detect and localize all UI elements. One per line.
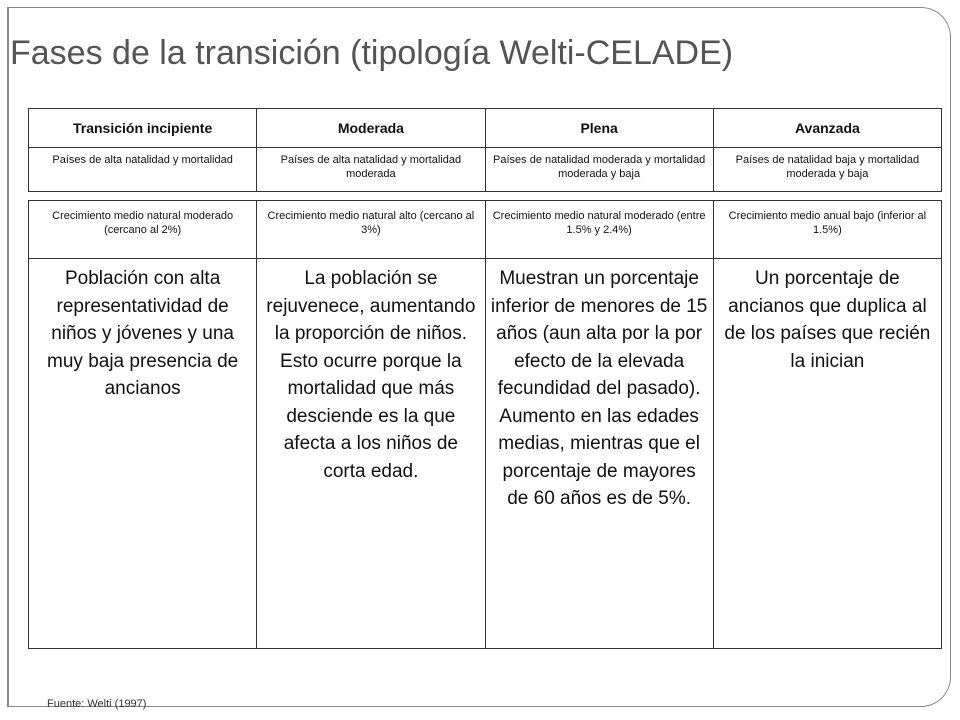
slide-title: Fases de la transición (tipología Welti-… xyxy=(10,34,734,72)
poblacion-cell-moderada: La población se rejuvenece, aumentando l… xyxy=(256,258,486,649)
poblacion-cell-avanzada: Un porcentaje de ancianos que duplica al… xyxy=(712,258,943,649)
natalidad-cell-avanzada: Países de natalidad baja y mortalidad mo… xyxy=(712,147,943,192)
natalidad-cell-plena: Países de natalidad moderada y mortalida… xyxy=(484,147,714,192)
natalidad-cell-moderada: Países de alta natalidad y mortalidad mo… xyxy=(256,147,486,192)
header-cell-moderada: Moderada xyxy=(256,108,486,148)
source-note: Fuente: Welti (1997) xyxy=(47,698,147,710)
natalidad-cell-incipiente: Países de alta natalidad y mortalidad xyxy=(27,147,258,192)
poblacion-cell-incipiente: Población con alta representatividad de … xyxy=(27,258,258,649)
phases-table-header: Transición incipiente Moderada Plena Ava… xyxy=(27,108,943,192)
crecimiento-cell-plena: Crecimiento medio natural moderado (entr… xyxy=(484,200,714,259)
header-cell-incipiente: Transición incipiente xyxy=(27,108,258,148)
crecimiento-cell-incipiente: Crecimiento medio natural moderado (cerc… xyxy=(27,200,258,259)
crecimiento-cell-moderada: Crecimiento medio natural alto (cercano … xyxy=(256,200,486,259)
poblacion-row: Población con alta representatividad de … xyxy=(27,258,943,649)
header-cell-plena: Plena xyxy=(484,108,714,148)
header-cell-avanzada: Avanzada xyxy=(712,108,943,148)
slide-frame xyxy=(7,7,951,707)
phases-table-body: Crecimiento medio natural moderado (cerc… xyxy=(27,200,943,649)
crecimiento-row: Crecimiento medio natural moderado (cerc… xyxy=(27,200,943,259)
natalidad-row: Países de alta natalidad y mortalidad Pa… xyxy=(27,147,943,192)
header-row: Transición incipiente Moderada Plena Ava… xyxy=(27,108,943,148)
poblacion-cell-plena: Muestran un porcentaje inferior de menor… xyxy=(484,258,714,649)
slide-frame-left-edge xyxy=(7,7,9,707)
crecimiento-cell-avanzada: Crecimiento medio anual bajo (inferior a… xyxy=(712,200,943,259)
